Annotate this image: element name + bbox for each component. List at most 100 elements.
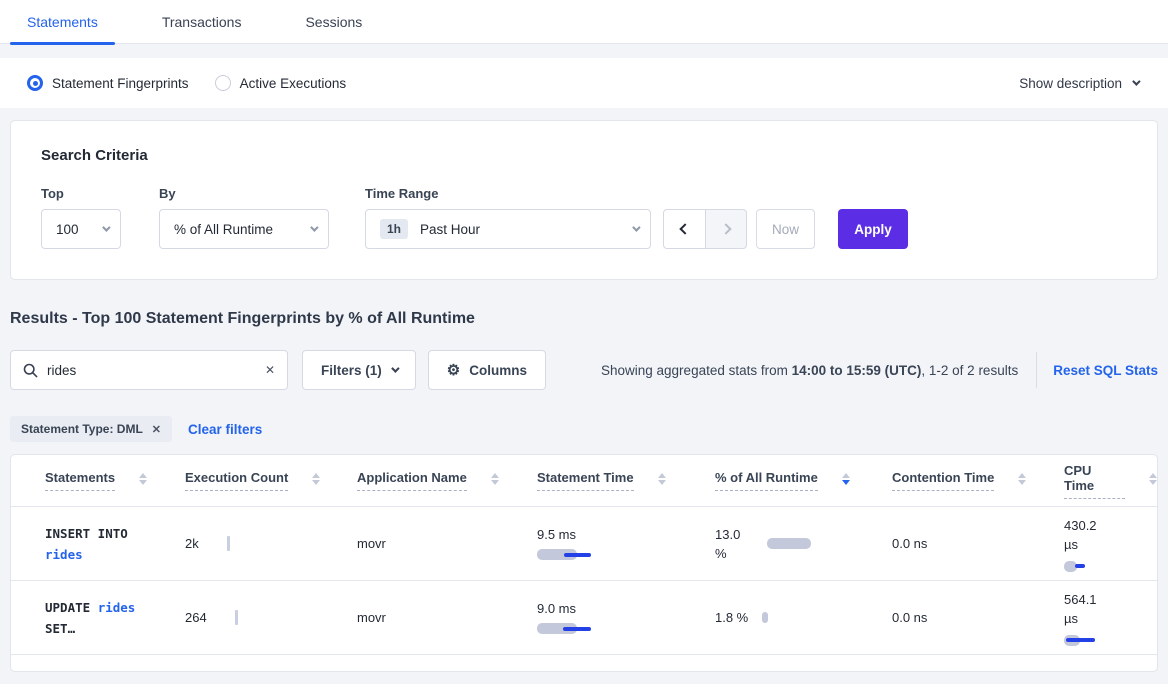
chevron-down-icon <box>390 364 400 373</box>
contention-time-cell: 0.0 ns <box>892 610 928 625</box>
by-select[interactable]: % of All Runtime <box>159 209 329 249</box>
execution-count-cell: 2k <box>185 536 357 551</box>
column-header-statement-time[interactable]: Statement Time <box>537 470 715 491</box>
time-range-pager <box>663 209 747 249</box>
column-header-label: Application Name <box>357 470 467 491</box>
statements-table: Statements Execution Count Application Nam… <box>10 454 1158 672</box>
remove-filter-icon[interactable]: ✕ <box>151 423 162 436</box>
time-range-select[interactable]: 1h Past Hour <box>365 209 651 249</box>
clear-search-icon[interactable]: ✕ <box>264 363 275 377</box>
show-description-label: Show description <box>1019 75 1122 91</box>
column-header-application-name[interactable]: Application Name <box>357 470 537 491</box>
sort-down-arrow <box>312 479 321 485</box>
sort-down-arrow <box>657 479 666 485</box>
previous-interval-button[interactable] <box>663 209 705 249</box>
chevron-down-icon <box>102 223 111 232</box>
statement-fingerprint-link[interactable]: rides <box>97 599 136 615</box>
view-mode-band: Statement Fingerprints Active Executions … <box>0 58 1168 108</box>
show-description-toggle[interactable]: Show description <box>1019 75 1141 91</box>
value-bar <box>767 538 811 549</box>
value-bar <box>1064 560 1157 572</box>
value-bar <box>1064 634 1157 646</box>
column-header-label: Statement Time <box>537 470 634 491</box>
sort-down-arrow <box>841 479 850 485</box>
statement-time-cell: 9.0 ms <box>537 601 715 634</box>
cpu-time-value: 564.1 µs <box>1064 591 1097 626</box>
sort-down-arrow <box>1018 479 1027 485</box>
radio-option-active-executions[interactable]: Active Executions <box>214 75 346 91</box>
column-header-label: Execution Count <box>185 470 289 491</box>
bar-mean <box>537 549 577 560</box>
sort-up-arrow <box>657 472 666 478</box>
radio-icon <box>27 75 43 91</box>
search-input[interactable] <box>47 362 256 378</box>
time-range-badge: 1h <box>380 219 409 239</box>
radio-icon-inner <box>30 78 40 88</box>
statements-cell: INSERT INTO rides <box>45 523 185 565</box>
sql-keyword: INSERT INTO <box>45 525 128 541</box>
top-label: Top <box>41 186 64 201</box>
sort-up-arrow <box>312 472 321 478</box>
statement-search-box[interactable]: ✕ <box>10 350 288 390</box>
apply-button[interactable]: Apply <box>838 209 908 249</box>
bar-stddev <box>564 552 591 557</box>
column-header-statements[interactable]: Statements <box>45 470 185 491</box>
sort-down-arrow <box>490 479 499 485</box>
sql-line: rides <box>45 544 185 565</box>
sort-up-arrow <box>490 472 499 478</box>
sort-down-arrow <box>1149 479 1157 485</box>
bar-stddev <box>1075 564 1085 568</box>
column-header-cpu-time[interactable]: CPU Time <box>1064 463 1157 499</box>
statement-time-cell: 9.5 ms <box>537 527 715 560</box>
column-header-contention-time[interactable]: Contention Time <box>892 470 1064 491</box>
now-button[interactable]: Now <box>756 209 815 249</box>
bar-stddev <box>563 626 591 631</box>
column-header-of-all-runtime[interactable]: % of All Runtime <box>715 470 892 491</box>
tab-statements[interactable]: Statements <box>10 0 115 45</box>
search-criteria-form: Top 100 By % of All Runtime Time Range 1… <box>33 186 1127 249</box>
pct-of-runtime-value: 1.8 % <box>715 610 749 625</box>
sort-icon <box>1018 472 1027 485</box>
statement-time-value: 9.0 ms <box>537 601 577 616</box>
pct-of-runtime-cell: 13.0 % <box>715 525 892 563</box>
sort-up-arrow <box>139 472 148 478</box>
statement-fingerprint-link[interactable]: rides <box>45 546 83 562</box>
execution-count-value: 2k <box>185 536 199 551</box>
sort-up-arrow <box>1018 472 1027 478</box>
pct-of-runtime-cell: 1.8 % <box>715 608 892 627</box>
chevron-down-icon <box>310 223 319 232</box>
filter-pill-statement-type[interactable]: Statement Type: DML ✕ <box>10 416 173 442</box>
bar-mean <box>767 538 811 549</box>
cpu-time-cell: 430.2 µs <box>1064 516 1157 572</box>
search-criteria-card: Search Criteria Top 100 By % of All Runt… <box>10 120 1158 280</box>
next-interval-button[interactable] <box>705 209 747 249</box>
chevron-down-icon <box>632 223 641 232</box>
clear-filters-link[interactable]: Clear filters <box>188 421 263 437</box>
sql-line: INSERT INTO <box>45 523 185 544</box>
column-header-execution-count[interactable]: Execution Count <box>185 470 357 491</box>
bar-mean <box>762 612 769 623</box>
sort-icon <box>490 472 499 485</box>
execution-count-cell: 264 <box>185 610 357 625</box>
active-filters-row: Statement Type: DML ✕ Clear filters <box>0 416 1168 442</box>
radio-option-statement-fingerprints[interactable]: Statement Fingerprints <box>27 75 189 91</box>
statements-cell: UPDATE rides SET… <box>45 597 185 639</box>
top-select[interactable]: 100 <box>41 209 121 249</box>
columns-button[interactable]: ⚙ Columns <box>427 350 546 390</box>
sql-line: UPDATE rides <box>45 597 185 618</box>
radio-option-label: Statement Fingerprints <box>52 75 189 91</box>
table-row: INSERT INTO rides 2k movr 9.5 ms 13.0 % 0.0 ns… <box>11 507 1157 581</box>
filters-button[interactable]: Filters (1) <box>302 350 416 390</box>
tab-transactions[interactable]: Transactions <box>161 13 242 30</box>
search-icon <box>23 363 38 377</box>
value-bar <box>537 549 715 560</box>
time-range-value: Past Hour <box>420 221 481 237</box>
search-criteria-title: Search Criteria <box>41 147 148 164</box>
stats-text: Showing aggregated stats from 14:00 to 1… <box>601 362 1019 378</box>
reset-sql-stats-link[interactable]: Reset SQL Stats <box>1053 362 1158 378</box>
tab-sessions[interactable]: Sessions <box>305 13 363 30</box>
by-label: By <box>159 186 176 201</box>
application-name-cell: movr <box>357 536 386 551</box>
cpu-time-cell: 564.1 µs <box>1064 590 1157 646</box>
sql-keyword: SET… <box>45 620 76 636</box>
